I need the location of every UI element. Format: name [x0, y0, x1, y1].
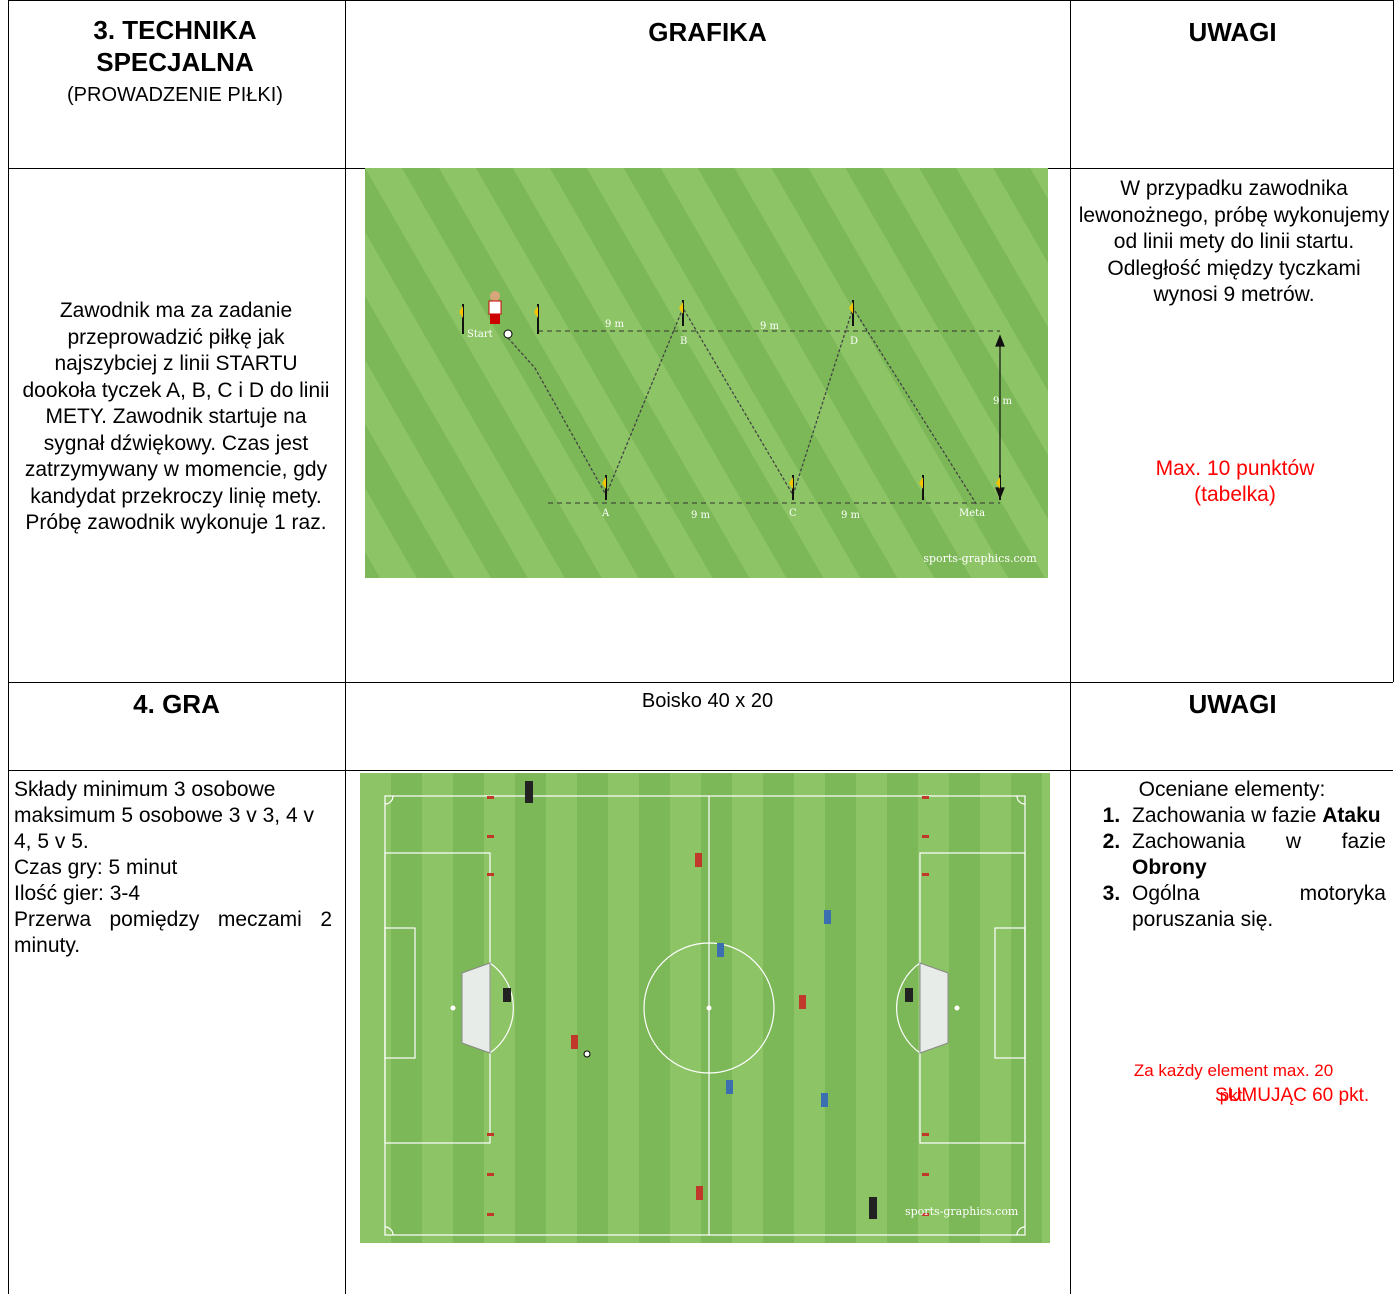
header-cell: 3. TECHNIKA SPECJALNA (PROWADZENIE PIŁKI…: [67, 14, 283, 108]
border: [8, 770, 1393, 771]
label: A: [601, 508, 610, 519]
label: 9 m: [841, 510, 861, 521]
section-title: 3. TECHNIKA SPECJALNA: [93, 15, 257, 77]
item-bold: Obrony: [1132, 856, 1207, 879]
section-title: 4. GRA: [133, 689, 220, 719]
pitch-diagram: sports-graphics.com: [360, 773, 1050, 1243]
player: [488, 291, 513, 339]
diagram: Start 9 m 9 m B D 9 m A 9 m C 9 m Meta s…: [365, 168, 1048, 583]
label: Start: [467, 329, 493, 340]
label: 9 m: [760, 321, 780, 332]
notes: W przypadku zawodnika lewonożnego, próbę…: [1078, 177, 1390, 306]
label: Meta: [959, 508, 985, 519]
score-line: SUMUJĄC 60 pkt.: [1215, 1085, 1370, 1106]
score: Max. 10 punktów (tabelka): [1155, 457, 1315, 506]
column-title: UWAGI: [1188, 17, 1277, 47]
border: [1393, 0, 1394, 682]
notes: Oceniane elementy: Zachowania w fazie At…: [1078, 777, 1386, 933]
score: Za każdy element max. 20 pkt. SUMUJĄC 60…: [1072, 1058, 1395, 1108]
notes-heading: Oceniane elementy:: [1138, 778, 1326, 801]
description: Zawodnik ma za zadanie przeprowadzić pił…: [22, 299, 330, 534]
text-line: Przerwa pomiędzy meczami 2 minuty.: [14, 908, 332, 957]
score-line: Za każdy element max. 20 pkt.: [1133, 1061, 1334, 1105]
item-text: Zachowania w fazie: [1132, 804, 1323, 827]
pitch: [365, 168, 1048, 578]
elements-list: Zachowania w fazie Ataku Zachowania w fa…: [1078, 803, 1386, 933]
label: D: [850, 336, 858, 347]
text-line: Składy minimum 3 osobowe maksimum 5 osob…: [14, 778, 314, 853]
cones: [487, 796, 929, 1216]
column-title: Boisko 40 x 20: [641, 690, 774, 712]
lines: [538, 330, 1000, 504]
description: Składy minimum 3 osobowe maksimum 5 osob…: [14, 777, 332, 959]
list-item: Ogólna motoryka poruszania się.: [1126, 881, 1386, 933]
section-subtitle: (PROWADZENIE PIŁKI): [67, 84, 283, 106]
item-text: Ogólna motoryka poruszania się.: [1132, 882, 1386, 931]
label: 9 m: [691, 510, 711, 521]
diagram: sports-graphics.com: [360, 773, 1050, 1248]
list-item: Zachowania w fazie Obrony: [1126, 829, 1386, 881]
dribble-diagram: Start 9 m 9 m B D 9 m A 9 m C 9 m Meta s…: [365, 168, 1048, 578]
border: [8, 0, 1393, 1]
labels: Start 9 m 9 m B D 9 m A 9 m C 9 m Meta s…: [467, 319, 1037, 565]
text-line: Czas gry: 5 minut: [14, 856, 178, 879]
border: [8, 682, 1393, 683]
field-lines: [384, 795, 1026, 1236]
border: [345, 0, 346, 1294]
column-title: GRAFIKA: [648, 17, 767, 47]
text-line: Ilość gier: 3-4: [14, 882, 141, 905]
label: 9 m: [605, 319, 625, 330]
border: [8, 0, 9, 1294]
credit: sports-graphics.com: [905, 1205, 1019, 1218]
players: [503, 781, 913, 1219]
item-bold: Ataku: [1322, 804, 1381, 827]
item-text: Zachowania w fazie: [1132, 830, 1386, 853]
poles: [459, 300, 1001, 500]
list-item: Zachowania w fazie Ataku: [1126, 803, 1386, 829]
spots: [450, 1005, 960, 1011]
label: B: [680, 336, 687, 347]
label: C: [789, 508, 797, 519]
label: 9 m: [993, 396, 1013, 407]
column-title: UWAGI: [1188, 689, 1277, 719]
border: [1070, 0, 1071, 1294]
credit: sports-graphics.com: [923, 552, 1037, 565]
goals: [461, 962, 949, 1054]
